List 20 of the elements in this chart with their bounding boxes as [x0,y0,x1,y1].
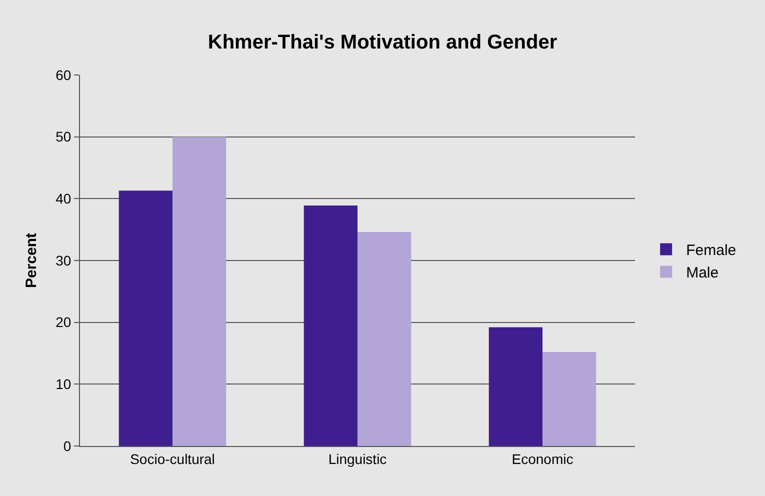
bar [172,136,226,446]
chart-title: Khmer-Thai's Motivation and Gender [208,32,558,54]
bar [488,327,542,446]
legend-label: Female [686,242,736,260]
bar [304,205,358,446]
y-axis-title: Percent [22,232,40,288]
x-tick-label: Socio-cultural [130,450,215,467]
bar [118,190,172,446]
y-tick-label: 40 [56,190,72,207]
bar [542,352,596,446]
y-tick-label: 50 [56,128,72,145]
y-tick-label: 30 [56,252,72,268]
y-tick-label: 0 [63,438,72,454]
legend-label: Male [686,264,719,282]
y-tick-label: 20 [56,314,72,330]
y-tick-label: 60 [56,66,72,83]
bar [358,232,412,446]
x-tick-label: Economic [512,450,574,467]
y-tick-label: 10 [56,376,72,392]
x-tick-label: Linguistic [328,450,387,467]
